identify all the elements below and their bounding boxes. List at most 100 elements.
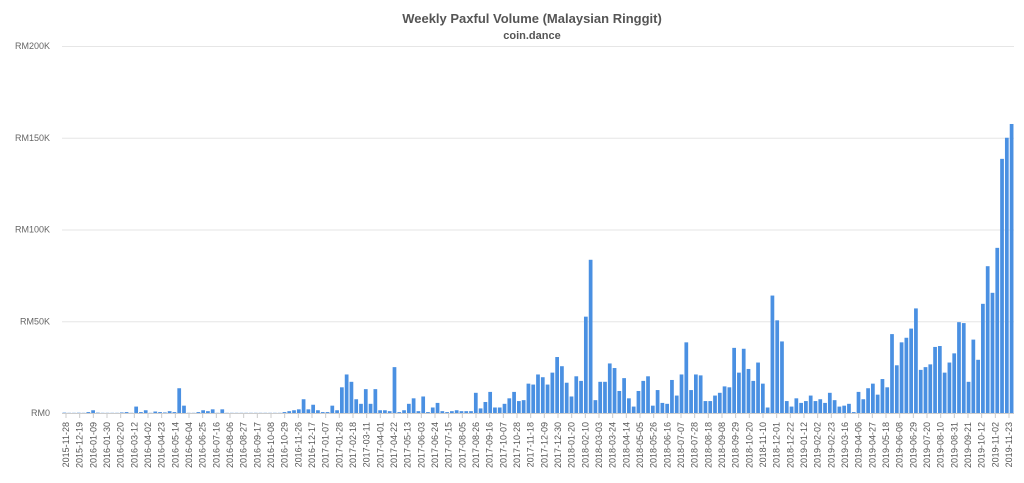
bar bbox=[536, 374, 540, 413]
bar bbox=[837, 406, 842, 413]
bar bbox=[344, 374, 349, 413]
bar bbox=[641, 380, 646, 413]
bar bbox=[196, 412, 201, 413]
bar bbox=[985, 266, 990, 413]
bar bbox=[177, 388, 182, 413]
bar bbox=[540, 377, 545, 413]
chart-title: Weekly Paxful Volume (Malaysian Ringgit) bbox=[402, 11, 662, 26]
bar bbox=[421, 396, 426, 413]
bar bbox=[134, 406, 139, 413]
x-tick-label: 2019-06-29 bbox=[908, 422, 918, 468]
bar bbox=[325, 412, 330, 413]
x-tick-label: 2016-12-17 bbox=[307, 422, 317, 468]
x-tick-label: 2019-04-06 bbox=[854, 422, 864, 468]
bar bbox=[167, 411, 172, 413]
bar bbox=[732, 347, 736, 413]
x-tick-label: 2017-06-24 bbox=[430, 422, 440, 468]
bar bbox=[335, 410, 339, 413]
bar bbox=[612, 368, 617, 413]
x-tick-label: 2016-04-23 bbox=[157, 422, 167, 468]
bar bbox=[569, 396, 574, 413]
x-tick-label: 2018-12-01 bbox=[772, 422, 782, 468]
bar bbox=[784, 401, 789, 413]
bar bbox=[684, 342, 689, 413]
bar bbox=[550, 372, 555, 413]
bar bbox=[526, 383, 531, 413]
bar bbox=[220, 409, 225, 413]
bar bbox=[952, 353, 957, 413]
bar bbox=[722, 386, 727, 413]
bar bbox=[885, 387, 890, 413]
bar bbox=[990, 292, 995, 413]
bar bbox=[775, 320, 780, 413]
bar bbox=[689, 390, 693, 413]
bar bbox=[282, 412, 287, 413]
bar bbox=[588, 259, 593, 413]
bar bbox=[847, 403, 851, 413]
bar bbox=[981, 303, 985, 413]
bar bbox=[440, 411, 445, 413]
bar bbox=[287, 411, 292, 413]
bar bbox=[794, 398, 799, 413]
bar bbox=[124, 412, 129, 413]
x-tick-label: 2018-09-29 bbox=[731, 422, 741, 468]
bar bbox=[760, 383, 765, 413]
bar bbox=[660, 402, 665, 413]
x-tick-label: 2018-06-16 bbox=[662, 422, 672, 468]
bar bbox=[378, 410, 382, 413]
bar bbox=[411, 398, 416, 413]
bar bbox=[363, 389, 368, 413]
bar bbox=[617, 390, 622, 413]
bar bbox=[937, 346, 942, 413]
bar bbox=[914, 308, 918, 413]
bar bbox=[646, 376, 650, 413]
x-tick-label: 2018-04-14 bbox=[621, 422, 631, 468]
bar bbox=[636, 390, 641, 413]
bar bbox=[1000, 158, 1004, 413]
bar bbox=[316, 410, 320, 413]
bar bbox=[717, 392, 722, 413]
x-tick-label: 2017-08-26 bbox=[471, 422, 481, 468]
x-tick-label: 2016-06-25 bbox=[198, 422, 208, 468]
x-tick-label: 2018-05-05 bbox=[635, 422, 645, 468]
bar bbox=[655, 390, 660, 413]
bar bbox=[473, 392, 478, 413]
bar bbox=[942, 372, 947, 413]
x-tick-label: 2015-12-19 bbox=[75, 422, 85, 468]
bar bbox=[904, 337, 909, 413]
bar bbox=[517, 401, 521, 413]
bar bbox=[182, 405, 186, 413]
bar bbox=[583, 316, 588, 413]
bar bbox=[545, 384, 550, 413]
bar bbox=[866, 388, 870, 413]
bar bbox=[928, 364, 933, 413]
x-tick-label: 2017-01-28 bbox=[334, 422, 344, 468]
bar bbox=[737, 372, 741, 413]
bar bbox=[909, 328, 914, 413]
bar bbox=[139, 412, 143, 413]
y-tick-label: RM0 bbox=[31, 408, 50, 418]
x-tick-label: 2017-12-30 bbox=[553, 422, 563, 468]
bar bbox=[210, 409, 215, 413]
x-tick-label: 2017-05-13 bbox=[403, 422, 413, 468]
y-tick-label: RM100K bbox=[15, 225, 50, 235]
gridlines bbox=[62, 46, 1014, 323]
bar bbox=[497, 407, 502, 413]
x-tick-label: 2016-09-17 bbox=[252, 422, 262, 468]
bar bbox=[354, 399, 359, 413]
bar bbox=[1009, 123, 1014, 414]
bar bbox=[560, 366, 564, 413]
bar bbox=[502, 403, 507, 413]
bar bbox=[162, 412, 167, 413]
x-tick-label: 2017-10-07 bbox=[498, 422, 508, 468]
bar bbox=[531, 384, 536, 413]
y-tick-label: RM150K bbox=[15, 133, 50, 143]
x-tick-label: 2016-04-02 bbox=[143, 422, 153, 468]
bar bbox=[483, 401, 488, 413]
bar bbox=[899, 342, 904, 413]
bar bbox=[813, 401, 818, 413]
bar bbox=[694, 374, 698, 413]
bar bbox=[406, 403, 411, 413]
bar bbox=[827, 392, 832, 413]
x-tick-label: 2019-07-20 bbox=[922, 422, 932, 468]
